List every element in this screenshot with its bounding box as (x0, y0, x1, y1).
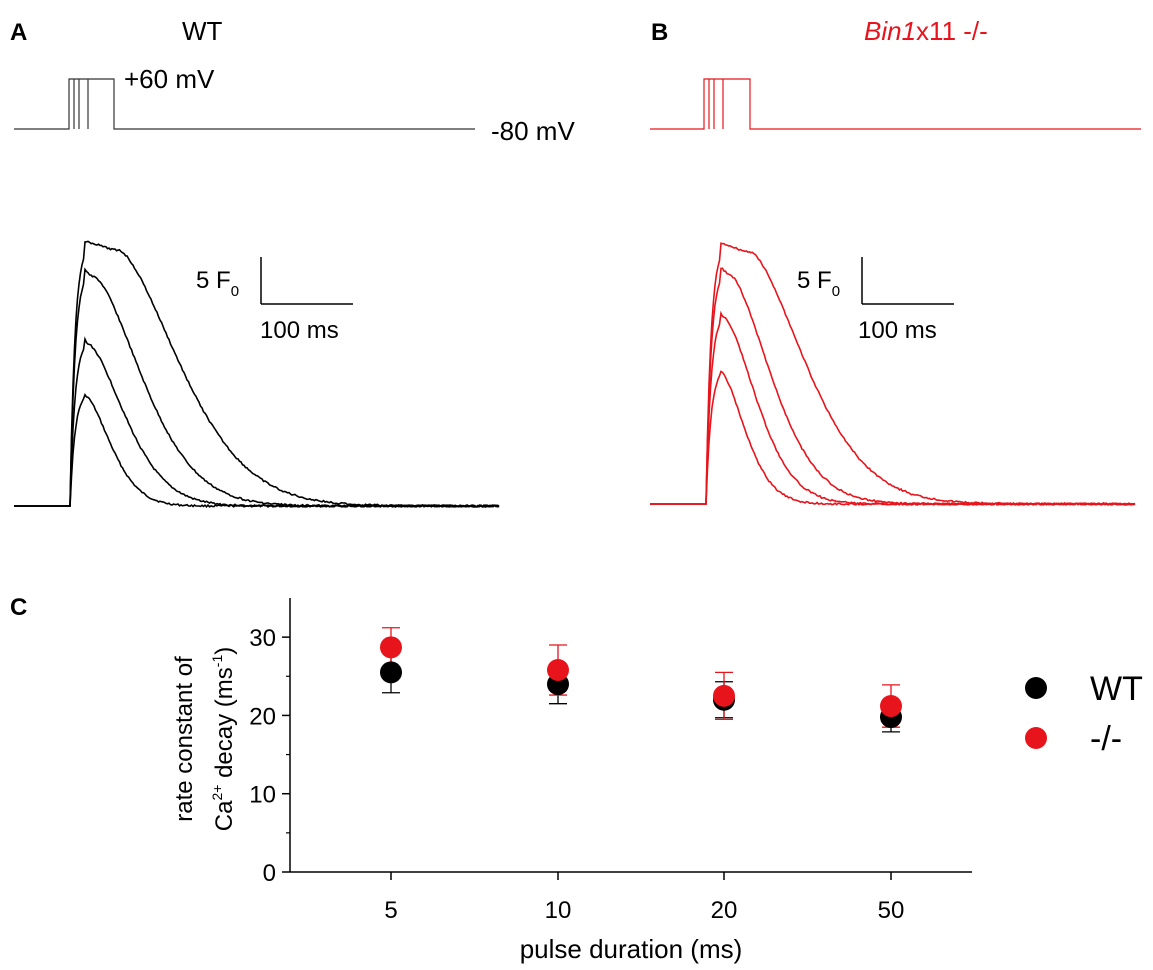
y-ticks: 0 10 20 30 (249, 625, 290, 887)
panel-a: A WT +60 mV -80 mV 5 F0 100 ms (10, 16, 575, 509)
scale-bar-a-time-label: 100 ms (260, 317, 339, 344)
calcium-traces-ko (650, 242, 1136, 507)
protocol-a (14, 78, 475, 130)
data-point (713, 684, 735, 707)
legend: WT -/- (1025, 670, 1143, 758)
x-tick-label: 50 (878, 897, 905, 924)
calcium-trace (650, 267, 1136, 506)
calcium-trace (14, 392, 500, 509)
scale-bar-b-time-label: 100 ms (858, 317, 937, 344)
x-tick-label: 20 (711, 897, 738, 924)
data-point (380, 636, 402, 659)
panel-c: C 0 10 20 30 5 10 20 50 pulse duration (ms) ra… (10, 594, 1143, 964)
panel-b-letter: B (651, 19, 668, 46)
legend-label: -/- (1090, 720, 1122, 758)
data-point (547, 659, 569, 682)
protocol-b (650, 78, 1141, 130)
calcium-traces-wt (14, 240, 500, 509)
y-axis-label-line2: Ca2+ decay (ms-1) (209, 647, 238, 831)
scale-bar-b: 5 F0 100 ms (797, 257, 954, 344)
panel-b-title: Bin1x11 -/- (864, 16, 988, 46)
scale-bar-a: 5 F0 100 ms (196, 257, 353, 344)
y-tick-label: 30 (249, 625, 276, 652)
x-ticks: 5 10 20 50 (384, 872, 904, 924)
y-tick-label: 20 (249, 703, 276, 730)
calcium-trace (14, 336, 500, 508)
scale-bar-b-f0-label: 5 F0 (797, 267, 840, 300)
legend-marker (1025, 727, 1047, 749)
calcium-trace (650, 370, 1136, 507)
y-tick-label: 10 (249, 782, 276, 809)
protocol-step-label: +60 mV (124, 64, 215, 94)
data-points (380, 627, 902, 733)
data-point (880, 695, 902, 718)
legend-label: WT (1090, 670, 1143, 708)
calcium-trace (14, 240, 500, 509)
x-tick-label: 10 (545, 897, 572, 924)
panel-a-title: WT (182, 16, 223, 46)
protocol-holding-label: -80 mV (491, 116, 575, 146)
calcium-trace (14, 267, 500, 508)
legend-marker (1025, 677, 1047, 699)
decay-rate-chart: 0 10 20 30 5 10 20 50 pulse duration (ms) rate… (171, 598, 1143, 964)
x-tick-label: 5 (384, 897, 397, 924)
y-axis-label-line1: rate constant of (171, 656, 198, 822)
data-point (380, 661, 402, 684)
scale-bar-a-f0-label: 5 F0 (196, 267, 239, 300)
y-axis-label: rate constant of Ca2+ decay (ms-1) (171, 647, 238, 831)
panel-b: B Bin1x11 -/- 5 F0 100 ms (650, 16, 1141, 507)
panel-c-letter: C (10, 594, 27, 621)
y-tick-label: 0 (263, 860, 276, 887)
calcium-trace (650, 242, 1136, 506)
panel-a-letter: A (10, 19, 27, 46)
x-axis-label: pulse duration (ms) (520, 934, 743, 964)
